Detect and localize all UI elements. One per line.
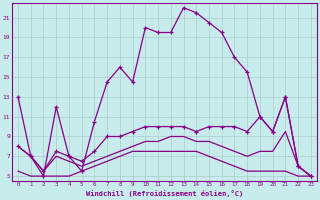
X-axis label: Windchill (Refroidissement éolien,°C): Windchill (Refroidissement éolien,°C) (86, 190, 243, 197)
